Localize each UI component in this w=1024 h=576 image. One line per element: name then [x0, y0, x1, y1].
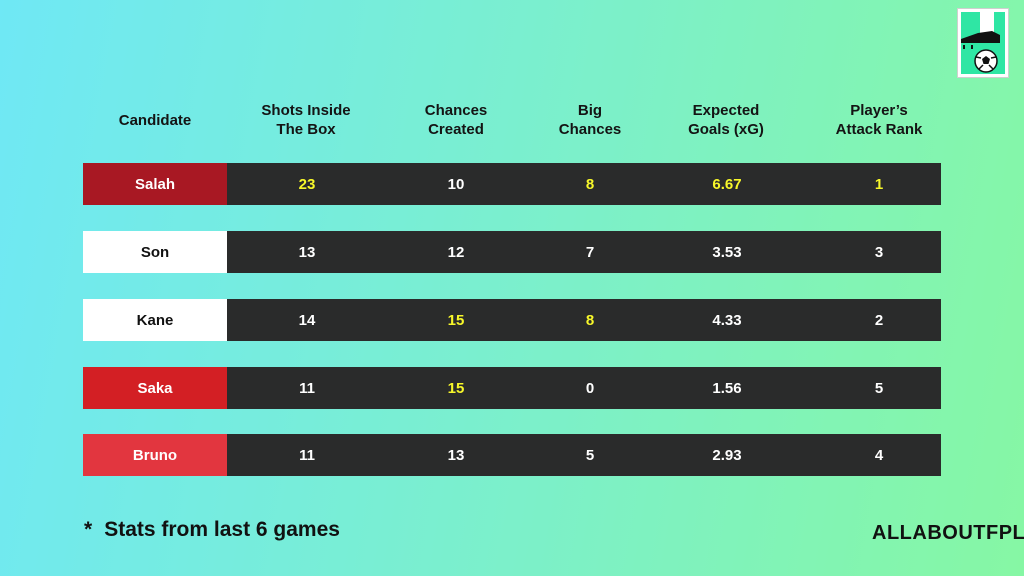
logo-graphic	[961, 12, 1005, 74]
stat-value: 13	[298, 243, 316, 261]
stat-value: 11	[299, 379, 315, 397]
stat-value: 6.67	[712, 175, 742, 193]
stat-value: 3.53	[712, 243, 742, 261]
column-header-expected-goals: Expected Goals (xG)	[688, 102, 764, 138]
stat-value: 5	[585, 446, 595, 464]
stat-value: 15	[447, 311, 465, 329]
stat-value: 5	[874, 379, 884, 397]
table-row: Salah 23 10 8 6.67 1	[83, 163, 941, 205]
candidate-name: Salah	[83, 163, 227, 205]
candidate-name: Bruno	[83, 434, 227, 476]
column-header-attack-rank: Player’s Attack Rank	[835, 102, 923, 138]
footnote: * Stats from last 6 games	[84, 518, 340, 542]
stat-value: 1.56	[712, 379, 742, 397]
footnote-text: Stats from last 6 games	[104, 518, 340, 541]
footnote-star: *	[84, 518, 93, 541]
table-row: Saka 11 15 0 1.56 5	[83, 367, 941, 409]
stat-value: 8	[585, 175, 595, 193]
column-header-candidate: Candidate	[118, 111, 192, 129]
stat-value: 0	[585, 379, 595, 397]
column-header-shots-inside-box: Shots Inside The Box	[261, 102, 351, 138]
table-row: Bruno 11 13 5 2.93 4	[83, 434, 941, 476]
candidate-name: Son	[83, 231, 227, 273]
stat-value: 23	[298, 175, 316, 193]
stat-value: 15	[447, 379, 465, 397]
stat-value: 14	[298, 311, 316, 329]
column-header-big-chances: Big Chances	[558, 102, 622, 138]
stat-value: 4.33	[712, 311, 742, 329]
stat-value: 11	[299, 446, 315, 464]
table-row: Kane 14 15 8 4.33 2	[83, 299, 941, 341]
stat-value: 13	[447, 446, 465, 464]
column-header-chances-created: Chances Created	[424, 102, 488, 138]
candidate-name: Kane	[83, 299, 227, 341]
stat-value: 2.93	[712, 446, 742, 464]
stat-value: 2	[874, 311, 884, 329]
table-row: Son 13 12 7 3.53 3	[83, 231, 941, 273]
stat-value: 10	[447, 175, 465, 193]
stat-value: 4	[874, 446, 884, 464]
stat-value: 12	[447, 243, 465, 261]
football-boot-ball-icon	[957, 8, 1009, 78]
brand-name: ALLABOUTFPL	[872, 522, 1024, 544]
stat-value: 8	[585, 311, 595, 329]
stat-value: 7	[585, 243, 595, 261]
stat-value: 1	[874, 175, 884, 193]
stat-value: 3	[874, 243, 884, 261]
candidate-name: Saka	[83, 367, 227, 409]
